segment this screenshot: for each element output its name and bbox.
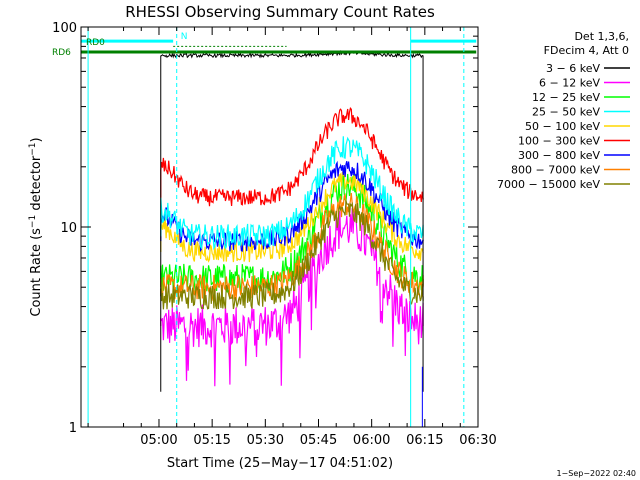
y-axis-label-sup: −1	[28, 215, 38, 228]
y-axis-label-sup2: −1	[28, 142, 38, 155]
series-line-3	[160, 136, 424, 251]
footer-timestamp: 1−Sep−2022 02:40	[556, 469, 636, 478]
rd0-label: RD0	[86, 38, 105, 48]
series-line-1	[160, 208, 424, 387]
legend-label-7: 800 − 7000 keV	[511, 164, 600, 177]
x-tick-label-4: 06:00	[353, 433, 390, 448]
legend-label-6: 300 − 800 keV	[518, 149, 600, 162]
series-line-5	[160, 107, 424, 207]
x-tick-label-0: 05:00	[140, 433, 177, 448]
legend-label-5: 100 − 300 keV	[518, 135, 600, 148]
y-axis-label-main: Count Rate (s	[29, 228, 44, 317]
plot-area: RD0 RD6 N 05:00 05:15 05:30 05:45 06:00 06:15 06:…	[52, 21, 497, 448]
legend: Det 1,3,6,FDecim 4, Att 0 3 − 6 keV 6 − 12…	[497, 30, 630, 191]
y-axis-label-close: )	[29, 137, 44, 142]
x-tick-label-2: 05:30	[247, 433, 284, 448]
chart-title: RHESSI Observing Summary Count Rates	[125, 3, 435, 21]
legend-label-3: 25 − 50 keV	[532, 106, 600, 119]
rd6-label: RD6	[52, 48, 71, 58]
legend-label-4: 50 − 100 keV	[525, 120, 600, 133]
legend-header-0: Det 1,3,6,	[574, 30, 629, 43]
legend-label-8: 7000 − 15000 keV	[497, 178, 600, 191]
legend-header-1: FDecim 4, Att 0	[544, 44, 629, 57]
y-axis-label: Count Rate (s−1 detector−1)	[28, 137, 44, 316]
legend-label-0: 3 − 6 keV	[546, 62, 600, 75]
y-axis-label-rest: detector	[29, 155, 44, 215]
y-tick-label-0: 1	[69, 421, 77, 436]
x-tick-label-3: 05:45	[300, 433, 337, 448]
legend-label-2: 12 − 25 keV	[532, 91, 600, 104]
y-tick-label-1: 10	[60, 221, 77, 236]
n-label: N	[181, 32, 188, 42]
y-tick-label-2: 100	[52, 21, 77, 36]
x-tick-label-1: 05:15	[193, 433, 230, 448]
series-line-4	[160, 171, 424, 263]
x-tick-label-5: 06:15	[406, 433, 443, 448]
x-axis-label: Start Time (25−May−17 04:51:02)	[167, 456, 393, 471]
legend-label-1: 6 − 12 keV	[539, 77, 600, 90]
series-group	[81, 27, 477, 427]
series-line-0	[160, 49, 424, 59]
x-tick-label-6: 06:30	[459, 433, 496, 448]
series-line-8	[160, 200, 424, 310]
